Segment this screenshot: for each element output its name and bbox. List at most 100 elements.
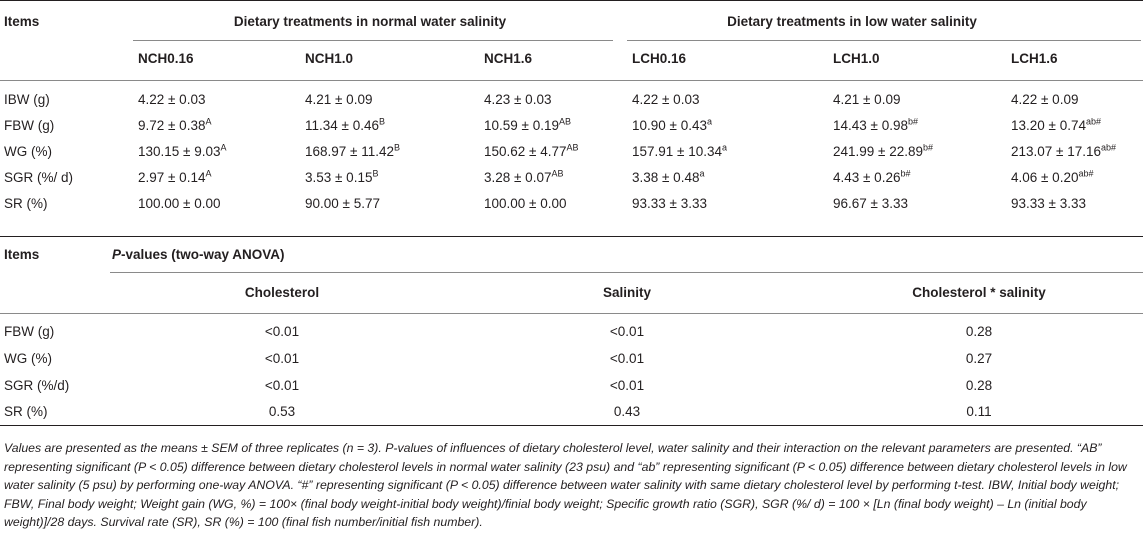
p-italic: P [112,247,122,262]
cell-value: 10.59 ± 0.19 [484,118,559,133]
cell-value: 100.00 ± 0.00 [138,196,221,211]
table-cell: 130.15 ± 9.03A [138,142,227,159]
table-cell: 11.34 ± 0.46B [305,116,385,133]
row-label: WG (%) [4,144,52,159]
p-values-title-rest: -values (two-way ANOVA) [121,247,285,262]
table-cell: 168.97 ± 11.42B [305,142,400,159]
cell-value: 4.06 ± 0.20 [1011,170,1079,185]
cell-value: 100.00 ± 0.00 [484,196,567,211]
column-header: Cholesterol [244,285,320,300]
significance-superscript: ab# [1078,168,1094,179]
table-cell: <0.01 [609,378,645,393]
group-rule-normal [133,40,613,41]
table-cell: 100.00 ± 0.00 [484,196,566,211]
significance-superscript: B [372,168,379,179]
column-header: NCH1.6 [484,51,533,66]
table-cell: 3.38 ± 0.48a [632,168,705,185]
significance-superscript: ab# [1085,116,1101,127]
table-cell: 14.43 ± 0.98b# [833,116,918,133]
table-cell: 96.67 ± 3.33 [833,196,908,211]
row-label: FBW (g) [4,118,55,133]
table-cell: 0.53 [268,404,296,419]
significance-superscript: a [722,142,728,153]
table-cell: 3.53 ± 0.15B [305,168,379,185]
header-rule [0,80,1143,81]
cell-value: 213.07 ± 17.16 [1011,144,1101,159]
significance-superscript: A [220,142,227,153]
significance-superscript: A [205,116,212,127]
cell-value: 11.34 ± 0.46 [305,118,379,133]
row-label: SGR (%/d) [4,378,70,393]
cell-value: 168.97 ± 11.42 [305,144,394,159]
p-values-rule [110,272,1143,273]
cell-value: 150.62 ± 4.77 [484,144,567,159]
cell-value: 3.53 ± 0.15 [305,170,373,185]
significance-superscript: AB [566,142,579,153]
p-values-title: P-values (two-way ANOVA) [112,247,285,262]
row-label: FBW (g) [4,324,55,339]
top-rule [0,0,1143,1]
table-cell: 3.28 ± 0.07AB [484,168,564,185]
items-header: Items [4,247,40,262]
significance-superscript: AB [558,116,571,127]
table-cell: 4.22 ± 0.03 [632,92,699,107]
table-cell: 4.43 ± 0.26b# [833,169,910,185]
table-cell: 0.11 [966,404,992,419]
cell-value: 3.38 ± 0.48 [632,170,700,185]
column-header: Salinity [602,285,652,300]
group-rule-low [627,40,1141,41]
table-cell: 10.59 ± 0.19AB [484,116,571,133]
cell-value: 130.15 ± 9.03 [138,144,221,159]
table-cell: 0.27 [965,351,993,366]
table-cell: 213.07 ± 17.16ab# [1011,142,1117,159]
table-cell: <0.01 [264,351,300,366]
cell-value: 13.20 ± 0.74 [1011,118,1086,133]
significance-superscript: a [706,116,712,127]
significance-superscript: A [205,168,212,179]
cell-value: 4.22 ± 0.09 [1011,92,1079,107]
significance-superscript: B [378,116,385,127]
column-header: LCH0.16 [632,51,687,66]
table-cell: 10.90 ± 0.43a [632,116,712,133]
table-cell: 93.33 ± 3.33 [632,196,707,211]
table-cell: 2.97 ± 0.14A [138,168,212,185]
row-label: WG (%) [4,351,52,366]
table-1-bottom-rule [0,236,1143,237]
cell-value: 4.43 ± 0.26 [833,170,901,185]
cell-value: 241.99 ± 22.89 [833,144,923,159]
row-label: SR (%) [4,196,48,211]
table-footnote: Values are presented as the means ± SEM … [4,441,1127,530]
table-cell: 4.22 ± 0.03 [138,92,205,107]
significance-superscript: b# [907,116,918,127]
significance-superscript: B [393,142,400,153]
group-header-normal: Dietary treatments in normal water salin… [233,14,507,29]
cell-value: 90.00 ± 5.77 [305,196,380,211]
significance-superscript: a [699,168,705,179]
cell-value: 9.72 ± 0.38 [138,118,206,133]
table-cell: <0.01 [609,351,645,366]
column-header: LCH1.6 [1011,51,1058,66]
table-cell: 4.23 ± 0.03 [484,92,551,107]
cell-value: 4.22 ± 0.03 [138,92,206,107]
column-header: NCH0.16 [138,51,194,66]
cell-value: 10.90 ± 0.43 [632,118,707,133]
row-label: IBW (g) [4,92,50,107]
cell-value: 14.43 ± 0.98 [833,118,908,133]
table-cell: 0.43 [613,404,641,419]
table-cell: 93.33 ± 3.33 [1011,196,1086,211]
table-cell: <0.01 [264,378,300,393]
table-cell: 0.28 [965,378,993,393]
table-cell: 90.00 ± 5.77 [305,196,380,211]
column-header: Cholesterol * salinity [912,285,1046,300]
significance-superscript: AB [551,168,564,179]
cell-value: 93.33 ± 3.33 [1011,196,1086,211]
cell-value: 2.97 ± 0.14 [138,170,206,185]
items-header: Items [4,14,40,29]
significance-superscript: ab# [1101,142,1117,153]
cell-value: 4.22 ± 0.03 [632,92,700,107]
column-header: LCH1.0 [833,51,880,66]
table-cell: <0.01 [264,324,300,339]
table-cell: 9.72 ± 0.38A [138,116,212,133]
cell-value: 96.67 ± 3.33 [833,196,908,211]
cell-value: 3.28 ± 0.07 [484,170,552,185]
